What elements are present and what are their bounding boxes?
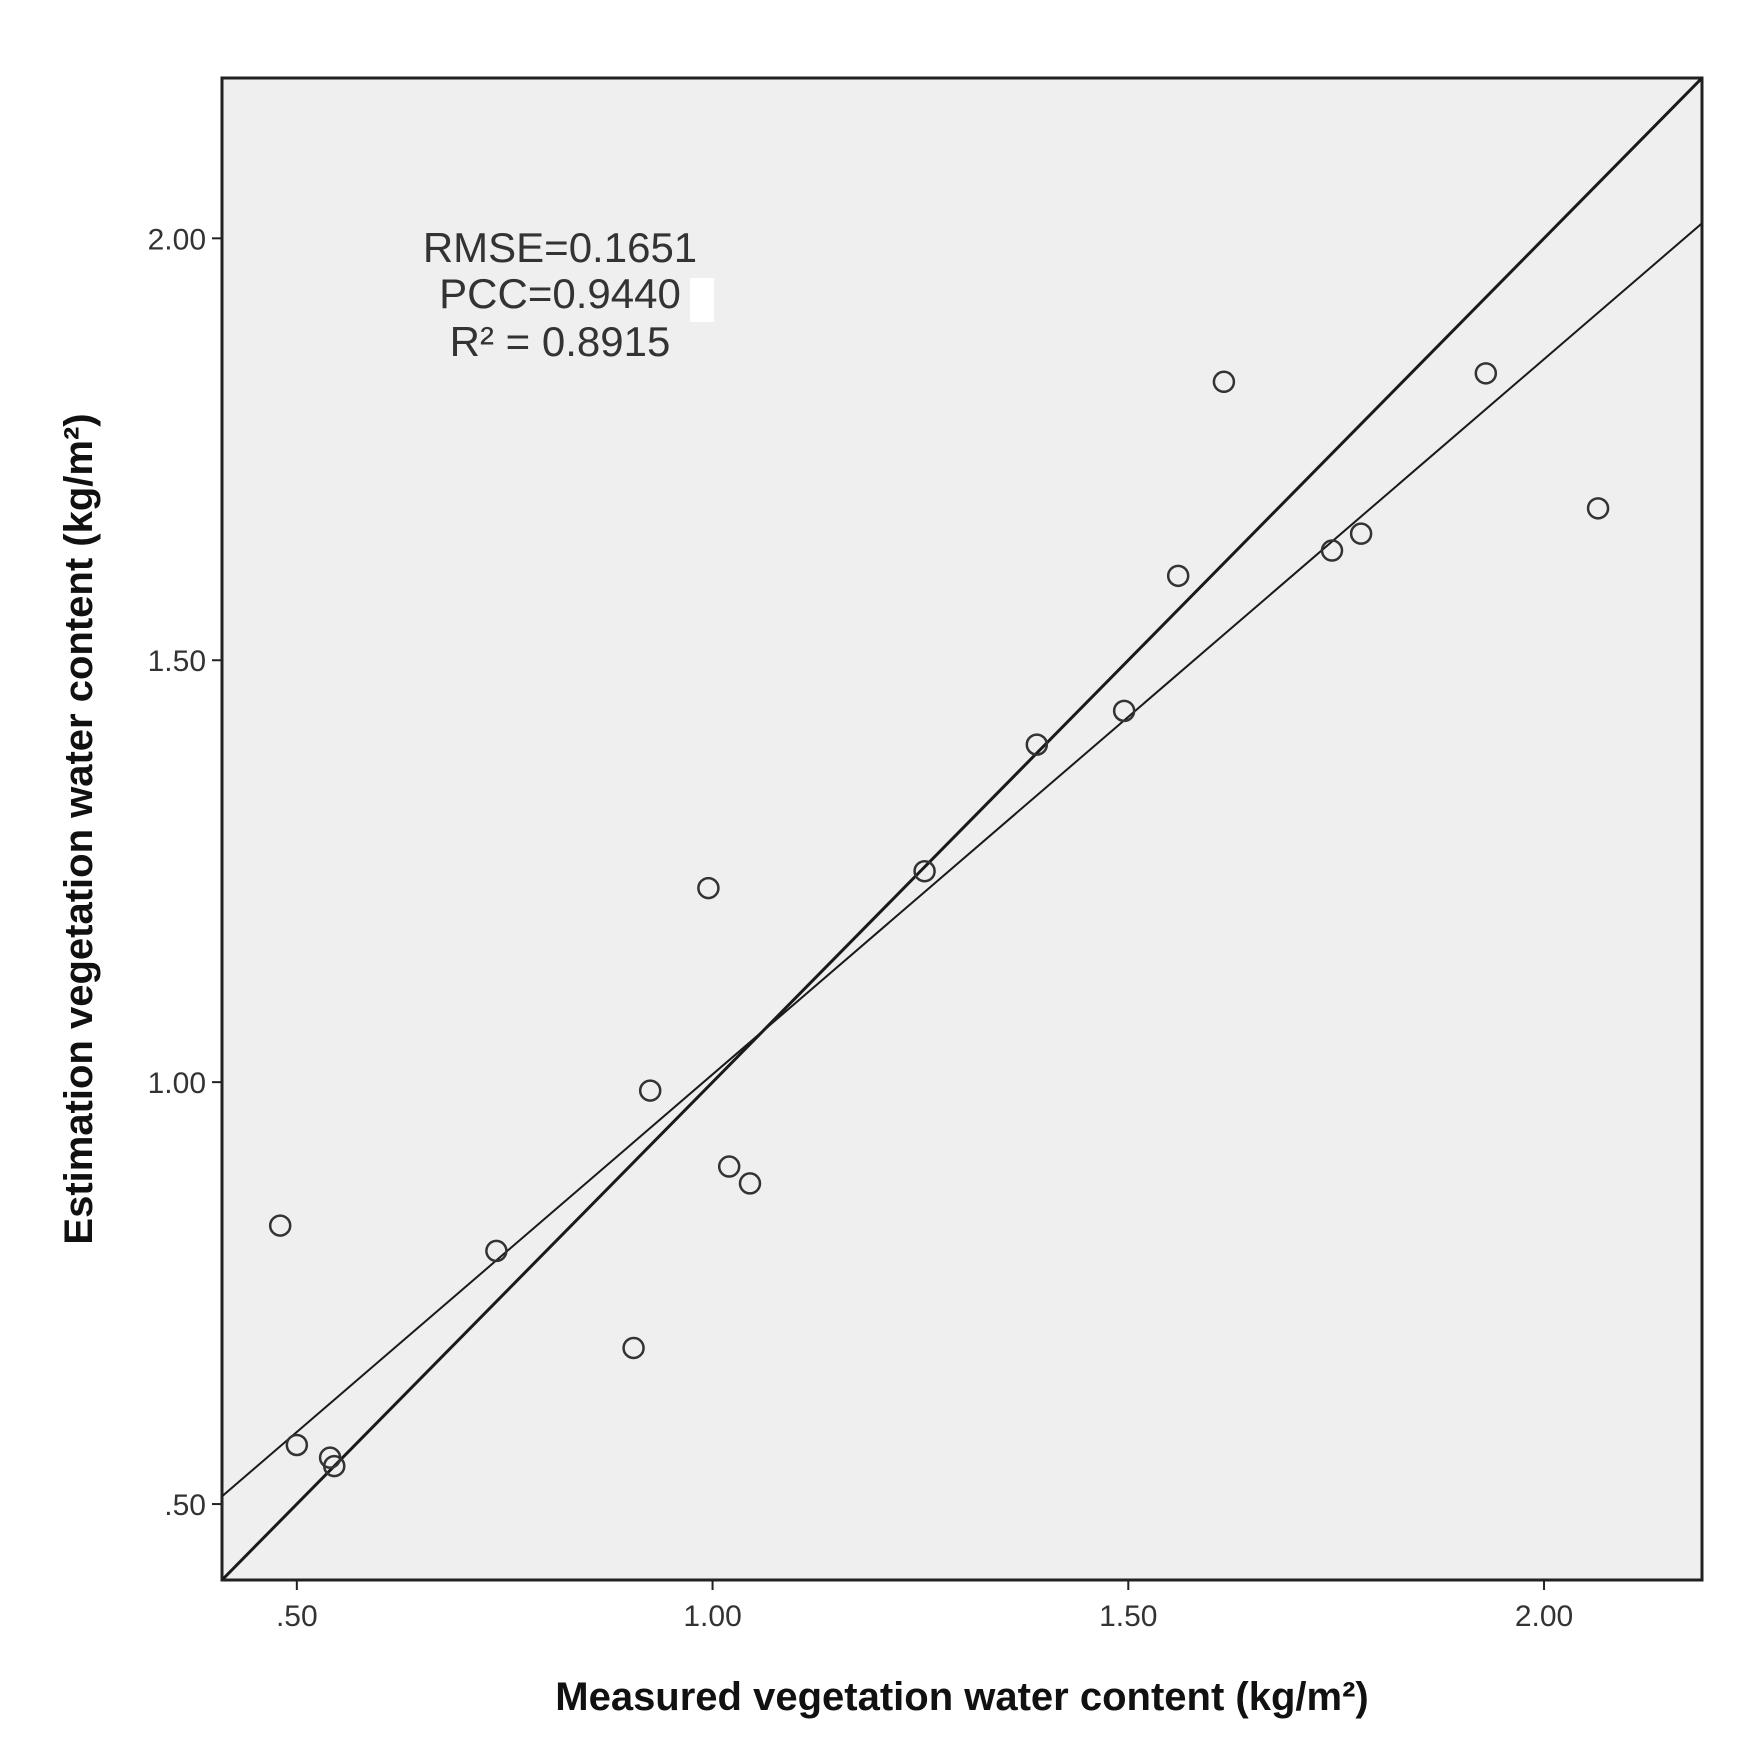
data-point [1112, 699, 1136, 723]
data-point [1474, 362, 1498, 385]
y-tick-label: 1.50 [148, 645, 206, 678]
r-squared-annotation: R² = 0.8915 [450, 318, 671, 365]
data-point [697, 876, 720, 900]
data-point [717, 1155, 741, 1178]
y-axis-title: Estimation vegetation water content (kg/… [57, 413, 101, 1244]
data-point [1320, 539, 1344, 562]
data-point [638, 1079, 662, 1102]
reference-line-1-to-1 [222, 78, 1702, 1580]
data-point [322, 1454, 346, 1478]
x-tick-label: 2.00 [1515, 1600, 1573, 1633]
pcc-annotation: PCC=0.9440 [439, 270, 681, 317]
data-point [268, 1214, 292, 1237]
x-tick-label: 1.50 [1099, 1600, 1157, 1633]
y-tick-label: 1.00 [148, 1067, 206, 1100]
data-point [622, 1336, 645, 1360]
x-tick-label: 1.00 [683, 1600, 741, 1633]
data-point [1349, 522, 1373, 545]
data-point [1025, 733, 1049, 756]
data-point [913, 859, 936, 883]
y-tick-label: .50 [164, 1489, 206, 1522]
chart-marks [222, 78, 1702, 1580]
data-point [1212, 370, 1236, 394]
y-tick-label: 2.00 [148, 223, 206, 256]
annotation-mask [690, 278, 714, 322]
data-point [285, 1433, 309, 1457]
data-point [738, 1172, 762, 1195]
data-point [1166, 564, 1190, 588]
x-tick-label: .50 [276, 1600, 318, 1633]
x-axis-title: Measured vegetation water content (kg/m²… [555, 1675, 1368, 1719]
regression-fit-line [222, 222, 1702, 1498]
data-point [485, 1239, 508, 1263]
axis-ticks: .50 1.00 1.50 2.00 .50 1.00 1.50 2.00 [148, 223, 1574, 1633]
data-point [1586, 497, 1610, 520]
rmse-annotation: RMSE=0.1651 [423, 224, 697, 271]
